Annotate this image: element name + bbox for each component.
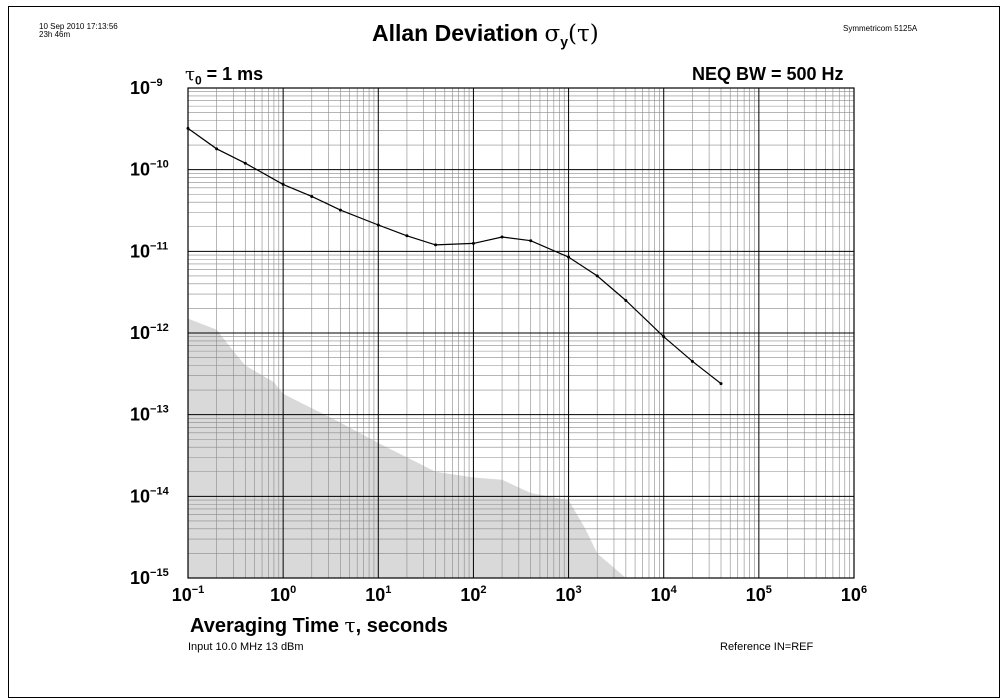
title-subscript: y bbox=[560, 33, 569, 50]
adev-data-point bbox=[405, 234, 409, 238]
plot-frame bbox=[8, 6, 1000, 698]
y-tick-label: 10−9 bbox=[130, 77, 163, 98]
adev-data-point bbox=[281, 182, 285, 186]
adev-data-point bbox=[719, 382, 723, 386]
input-info: Input 10.0 MHz 13 dBm bbox=[188, 641, 304, 653]
allan-deviation-plot: 10−1 100 101 102 103 104 105 106 10−9 10−10 10−11 1… bbox=[130, 77, 867, 605]
xlabel-units: , seconds bbox=[355, 615, 448, 637]
adev-data-point bbox=[186, 126, 190, 130]
title-tau: (τ) bbox=[568, 21, 599, 47]
reference-info: Reference IN=REF bbox=[720, 641, 814, 653]
tau0-annotation: τ0 = 1 ms bbox=[185, 64, 263, 88]
x-tick-label: 102 bbox=[460, 584, 486, 605]
tau0-symbol: τ bbox=[185, 64, 195, 85]
adev-data-point bbox=[376, 223, 380, 227]
neq-bw-annotation: NEQ BW = 500 Hz bbox=[692, 64, 844, 84]
adev-data-point bbox=[690, 359, 694, 363]
tau0-value: = 1 ms bbox=[201, 64, 264, 84]
title-sigma: σ bbox=[544, 21, 561, 47]
y-tick-label: 10−11 bbox=[130, 240, 168, 261]
instrument-name: Symmetricom 5125A bbox=[843, 24, 918, 33]
title-text: Allan Deviation bbox=[372, 20, 545, 46]
elapsed-time: 23h 46m bbox=[39, 30, 71, 39]
x-tick-label: 101 bbox=[365, 584, 391, 605]
y-tick-label: 10−14 bbox=[130, 485, 170, 506]
x-axis-label: Averaging Time τ, seconds bbox=[190, 613, 448, 638]
y-tick-label: 10−15 bbox=[130, 567, 169, 588]
xlabel-tau: τ bbox=[344, 613, 356, 637]
adev-data-point bbox=[471, 241, 475, 245]
adev-data-point bbox=[500, 235, 504, 239]
xlabel-text: Averaging Time bbox=[190, 615, 345, 637]
noise-floor-region bbox=[188, 318, 626, 578]
y-tick-label: 10−12 bbox=[130, 322, 169, 343]
adev-data-point bbox=[662, 335, 666, 339]
x-tick-label: 100 bbox=[270, 584, 296, 605]
chart-title: Allan Deviation σy(τ) bbox=[372, 20, 599, 50]
x-tick-label: 103 bbox=[555, 584, 581, 605]
adev-data-point bbox=[215, 147, 219, 151]
y-tick-label: 10−10 bbox=[130, 159, 169, 180]
adev-data-point bbox=[434, 243, 438, 247]
adev-series-line bbox=[187, 127, 722, 385]
adev-data-point bbox=[310, 194, 314, 198]
adev-data-point bbox=[243, 161, 247, 165]
plot-area-border bbox=[187, 87, 855, 579]
adev-data-point bbox=[529, 239, 533, 243]
timestamp: 10 Sep 2010 17:13:56 bbox=[39, 22, 118, 31]
adev-data-point bbox=[624, 299, 628, 303]
x-tick-label: 104 bbox=[651, 584, 678, 605]
tau0-subscript: 0 bbox=[194, 73, 202, 88]
x-tick-label: 106 bbox=[841, 584, 867, 605]
adev-data-point bbox=[595, 274, 599, 278]
y-tick-label: 10−13 bbox=[130, 404, 169, 425]
adev-data-point bbox=[338, 208, 342, 212]
adev-data-point bbox=[567, 255, 571, 259]
x-tick-label: 10−1 bbox=[172, 584, 205, 605]
x-tick-label: 105 bbox=[746, 584, 772, 605]
